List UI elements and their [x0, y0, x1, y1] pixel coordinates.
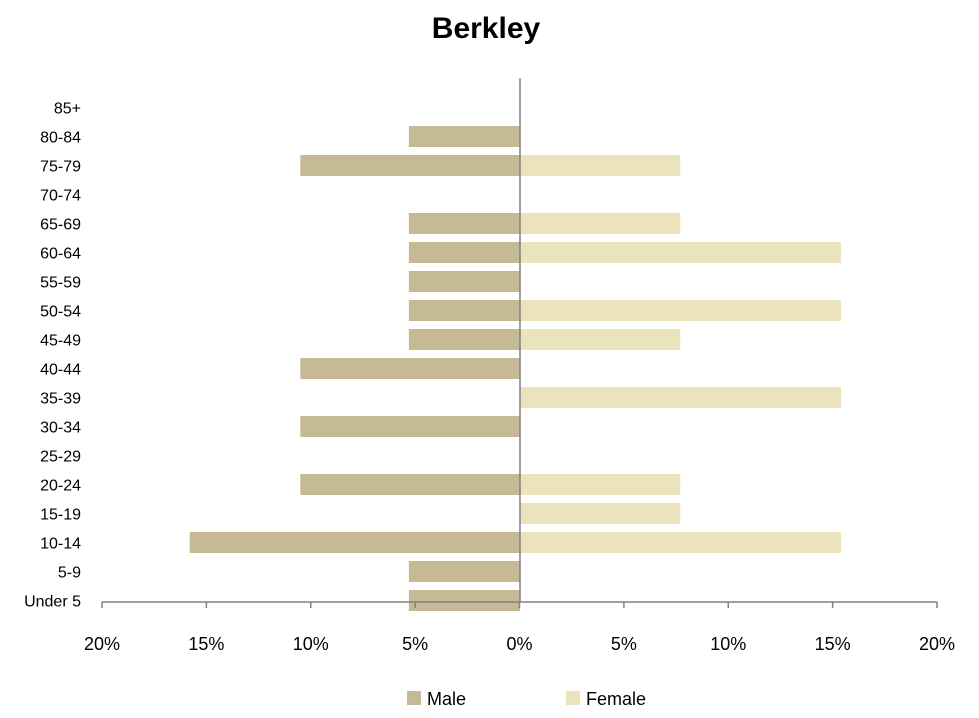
category-label: 70-74: [40, 188, 81, 205]
category-label: 55-59: [40, 275, 81, 292]
category-label: 30-34: [40, 420, 81, 437]
bar-female-20-24: [520, 474, 681, 495]
bar-female-75-79: [520, 155, 681, 176]
x-tick-label: 10%: [293, 634, 329, 654]
legend-swatch-male: [407, 691, 421, 705]
x-tick-label: 15%: [815, 634, 851, 654]
bar-female-60-64: [520, 242, 841, 263]
category-label: 20-24: [40, 478, 81, 495]
x-tick-labels: 20% 15% 10% 5% 0% 5% 10% 15% 20%: [84, 634, 955, 654]
x-tick-label: 10%: [710, 634, 746, 654]
bar-male-10-14: [189, 532, 521, 553]
x-tick-label: 5%: [611, 634, 637, 654]
bar-male-75-79: [300, 155, 520, 176]
category-label: 10-14: [40, 536, 81, 553]
legend-label-male: Male: [427, 689, 466, 709]
bar-male-under-5: [408, 590, 520, 611]
category-label: 85+: [54, 101, 81, 118]
category-label: 75-79: [40, 159, 81, 176]
x-tick-label: 15%: [188, 634, 224, 654]
bar-male-55-59: [408, 271, 520, 292]
bar-male-5-9: [408, 561, 520, 582]
bar-male-60-64: [408, 242, 520, 263]
category-label: 80-84: [40, 130, 81, 147]
bar-male-80-84: [408, 126, 520, 147]
category-label: 35-39: [40, 391, 81, 408]
bar-male-50-54: [408, 300, 520, 321]
bar-male-20-24: [300, 474, 520, 495]
bar-female-45-49: [520, 329, 681, 350]
legend-swatch-female: [566, 691, 580, 705]
bar-female-35-39: [520, 387, 841, 408]
category-label: 45-49: [40, 333, 81, 350]
legend-label-female: Female: [586, 689, 646, 709]
x-tick-label: 0%: [506, 634, 532, 654]
bar-male-30-34: [300, 416, 520, 437]
bars-group: [189, 126, 841, 611]
category-label: 5-9: [58, 565, 81, 582]
bar-male-45-49: [408, 329, 520, 350]
category-label: 65-69: [40, 217, 81, 234]
x-tick-label: 20%: [919, 634, 955, 654]
legend: Male Female: [407, 689, 646, 709]
category-label: 50-54: [40, 304, 81, 321]
category-label: Under 5: [24, 594, 81, 611]
category-label: 60-64: [40, 246, 81, 263]
x-tick-label: 5%: [402, 634, 428, 654]
category-label: 25-29: [40, 449, 81, 466]
bar-female-15-19: [520, 503, 681, 524]
axes-group: [101, 78, 938, 608]
bar-male-40-44: [300, 358, 520, 379]
x-tick-label: 20%: [84, 634, 120, 654]
category-label: 15-19: [40, 507, 81, 524]
bar-female-65-69: [520, 213, 681, 234]
bar-female-10-14: [520, 532, 841, 553]
bar-male-65-69: [408, 213, 520, 234]
category-labels: 85+ 80-84 75-79 70-74 65-69 60-64 55-59 50-54 45…: [24, 101, 81, 611]
bar-female-50-54: [520, 300, 841, 321]
chart-title: Berkley: [432, 12, 541, 45]
category-label: 40-44: [40, 362, 81, 379]
